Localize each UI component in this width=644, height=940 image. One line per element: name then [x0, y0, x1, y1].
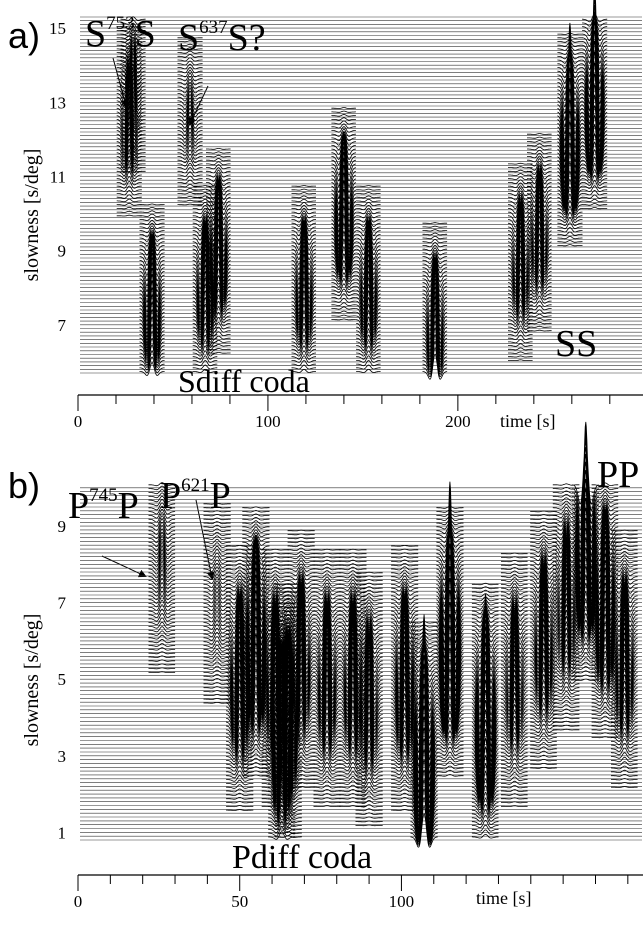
pulse [116, 25, 142, 217]
arrow [101, 555, 147, 578]
pulse [356, 185, 381, 373]
pulse [391, 545, 419, 811]
annotation-part: P [210, 475, 231, 517]
annotation-part: S? [228, 17, 266, 59]
y-tick-label: 1 [58, 823, 67, 842]
annotation-part: 621 [181, 475, 210, 496]
pulse [355, 571, 383, 827]
pulse [552, 483, 580, 731]
pulse [526, 133, 552, 332]
y-tick-label: 7 [58, 316, 67, 335]
pulse [291, 185, 317, 373]
pulse [148, 482, 176, 673]
x-axis-label: time [s] [500, 411, 556, 431]
annotation-part: P [160, 475, 181, 517]
annotation: S637S? [178, 17, 266, 59]
annotation-part: P [68, 485, 89, 527]
arrow [195, 499, 215, 580]
y-tick-label: 15 [49, 19, 66, 38]
annotation-part: Sdiff coda [178, 363, 310, 399]
pulse [581, 0, 608, 210]
pulse [507, 162, 533, 361]
annotation-part: Pdiff coda [232, 839, 372, 876]
panel: 7 9 11 13 15 0 100 200 time [s] slowness [s/deg] a… [8, 0, 643, 431]
pulse [572, 421, 600, 681]
y-tick-label: 7 [58, 594, 67, 613]
pulse [313, 548, 341, 807]
pulse [530, 510, 557, 769]
x-tick-label: 0 [74, 412, 83, 431]
x-tick-label: 100 [255, 412, 281, 431]
x-tick-label: 100 [389, 892, 415, 911]
pulse [557, 22, 583, 247]
pulse [205, 148, 231, 354]
y-tick-label: 9 [58, 242, 67, 261]
y-tick-label: 11 [50, 167, 66, 186]
y-tick-label: 13 [49, 93, 66, 112]
annotation-part: 745 [89, 485, 118, 506]
annotation-part: S [85, 13, 106, 55]
pulse [139, 203, 165, 376]
panel-label: a) [8, 15, 40, 56]
pulse [436, 481, 464, 777]
pulse [471, 582, 499, 839]
annotation-part: PP [597, 454, 639, 496]
pulse [591, 482, 619, 739]
pulse [177, 36, 203, 206]
pulse [226, 545, 254, 811]
pulse [422, 222, 448, 380]
x-tick-label: 200 [445, 412, 471, 431]
pulse [242, 506, 270, 777]
annotation: S753S [85, 13, 156, 55]
pulse [203, 502, 231, 704]
x-axis-label: time [s] [476, 888, 532, 908]
pulse [610, 529, 638, 788]
annotation-part: S [178, 17, 199, 59]
panel-label: b) [8, 465, 40, 506]
annotation: Sdiff coda [178, 363, 310, 399]
y-tick-label: 9 [58, 517, 67, 536]
annotation: SS [555, 323, 597, 365]
x-tick-label: 50 [231, 892, 248, 911]
pulse [410, 614, 438, 848]
annotation-part: S [135, 13, 156, 55]
x-tick-label: 0 [74, 892, 83, 911]
annotation: Pdiff coda [232, 839, 372, 876]
annotation: P745P [68, 485, 139, 527]
pulse [500, 552, 528, 807]
annotation-part: SS [555, 323, 597, 365]
annotation-part: P [118, 485, 139, 527]
annotation-part: 753 [106, 13, 135, 34]
annotation-part: 637 [199, 17, 228, 38]
pulse [331, 107, 357, 321]
pulse [287, 529, 315, 788]
y-axis-label: slowness [s/deg] [21, 149, 43, 282]
pulse [339, 548, 367, 807]
y-tick-label: 3 [58, 747, 67, 766]
annotation: P621P [160, 475, 231, 517]
y-axis-label: slowness [s/deg] [21, 614, 43, 747]
y-tick-label: 5 [58, 670, 67, 689]
annotation: PP [597, 454, 639, 496]
pulse [192, 185, 218, 373]
